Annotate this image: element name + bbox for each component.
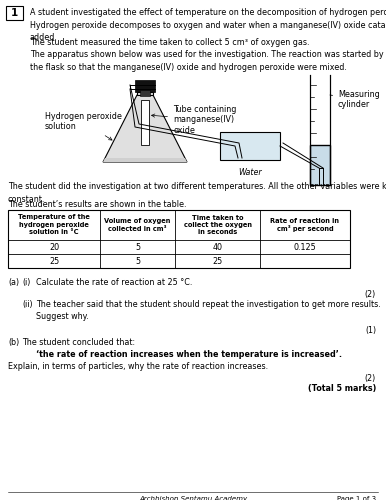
FancyBboxPatch shape — [310, 145, 330, 185]
Text: 40: 40 — [213, 242, 222, 252]
Polygon shape — [103, 95, 187, 162]
Text: Archbishop Sentamu Academy: Archbishop Sentamu Academy — [139, 496, 247, 500]
Text: 0.125: 0.125 — [294, 242, 317, 252]
Polygon shape — [103, 158, 187, 162]
Text: 5: 5 — [135, 242, 140, 252]
Text: (2): (2) — [365, 374, 376, 383]
Text: Calculate the rate of reaction at 25 °C.: Calculate the rate of reaction at 25 °C. — [36, 278, 192, 287]
Text: 20: 20 — [49, 242, 59, 252]
Text: Rate of reaction in
cm³ per second: Rate of reaction in cm³ per second — [271, 218, 340, 232]
Text: Page 1 of 3: Page 1 of 3 — [337, 496, 376, 500]
FancyBboxPatch shape — [8, 210, 350, 268]
Text: (i): (i) — [22, 278, 30, 287]
Text: The teacher said that the student should repeat the investigation to get more re: The teacher said that the student should… — [36, 300, 381, 309]
Text: Water: Water — [238, 168, 262, 177]
FancyBboxPatch shape — [135, 80, 155, 92]
Text: (a): (a) — [8, 278, 19, 287]
Text: Temperature of the
hydrogen peroxide
solution in °C: Temperature of the hydrogen peroxide sol… — [18, 214, 90, 236]
Text: The student concluded that:: The student concluded that: — [22, 338, 135, 347]
Text: (2): (2) — [365, 290, 376, 299]
Text: 25: 25 — [49, 256, 59, 266]
Text: Measuring
cylinder: Measuring cylinder — [330, 90, 380, 110]
Text: 25: 25 — [212, 256, 223, 266]
Text: (ii): (ii) — [22, 300, 33, 309]
FancyBboxPatch shape — [140, 90, 150, 96]
Polygon shape — [137, 92, 153, 95]
Text: (Total 5 marks): (Total 5 marks) — [308, 384, 376, 393]
FancyBboxPatch shape — [6, 6, 23, 20]
Text: (b): (b) — [8, 338, 19, 347]
Text: A student investigated the effect of temperature on the decomposition of hydroge: A student investigated the effect of tem… — [30, 8, 386, 42]
Text: 5: 5 — [135, 256, 140, 266]
Text: Tube containing
manganese(IV)
oxide: Tube containing manganese(IV) oxide — [152, 105, 236, 135]
FancyBboxPatch shape — [141, 100, 149, 145]
Text: Hydrogen peroxide
solution: Hydrogen peroxide solution — [45, 112, 122, 140]
Text: The apparatus shown below was used for the investigation. The reaction was start: The apparatus shown below was used for t… — [30, 50, 386, 72]
Text: ‘the rate of reaction increases when the temperature is increased’.: ‘the rate of reaction increases when the… — [36, 350, 342, 359]
Text: (1): (1) — [365, 326, 376, 335]
Text: The student’s results are shown in the table.: The student’s results are shown in the t… — [8, 200, 186, 209]
Text: The student measured the time taken to collect 5 cm³ of oxygen gas.: The student measured the time taken to c… — [30, 38, 310, 47]
Text: Time taken to
collect the oxygen
in seconds: Time taken to collect the oxygen in seco… — [183, 214, 252, 236]
Text: Volume of oxygen
collected in cm³: Volume of oxygen collected in cm³ — [104, 218, 171, 232]
FancyBboxPatch shape — [220, 132, 280, 160]
Text: Suggest why.: Suggest why. — [36, 312, 89, 321]
Text: Explain, in terms of particles, why the rate of reaction increases.: Explain, in terms of particles, why the … — [8, 362, 268, 371]
Text: The student did the investigation at two different temperatures. All the other v: The student did the investigation at two… — [8, 182, 386, 204]
Text: 1: 1 — [11, 8, 18, 18]
